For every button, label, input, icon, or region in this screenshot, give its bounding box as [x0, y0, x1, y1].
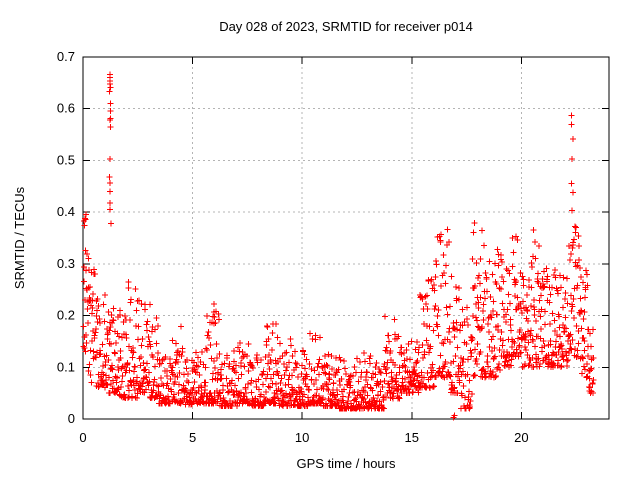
axis-ticks: [82, 56, 609, 420]
x-tick-label: 5: [189, 430, 196, 445]
y-tick-label: 0.1: [57, 359, 75, 374]
y-tick-label: 0.4: [57, 204, 75, 219]
x-axis-label: GPS time / hours: [297, 456, 396, 471]
x-tick-label: 0: [79, 430, 86, 445]
chart-title: Day 028 of 2023, SRMTID for receiver p01…: [219, 19, 473, 34]
y-tick-label: 0.3: [57, 256, 75, 271]
plot-frame: [82, 56, 610, 420]
y-tick-label: 0.5: [57, 152, 75, 167]
grid-lines: [83, 57, 609, 419]
x-tick-label: 20: [514, 430, 528, 445]
x-tick-label: 10: [295, 430, 309, 445]
y-tick-label: 0.7: [57, 49, 75, 64]
x-tick-label: 15: [405, 430, 419, 445]
y-tick-label: 0: [68, 411, 75, 426]
axis-labels: 0 5 10 15 20 0 0.1 0.2 0.3 0.4 0.5 0.6 0.7: [57, 49, 529, 445]
y-tick-label: 0.2: [57, 308, 75, 323]
scatter-points: [80, 71, 597, 421]
scatter-marker-path: [80, 71, 597, 421]
y-axis-label: SRMTID / TECUs: [12, 186, 27, 289]
y-tick-label: 0.6: [57, 101, 75, 116]
